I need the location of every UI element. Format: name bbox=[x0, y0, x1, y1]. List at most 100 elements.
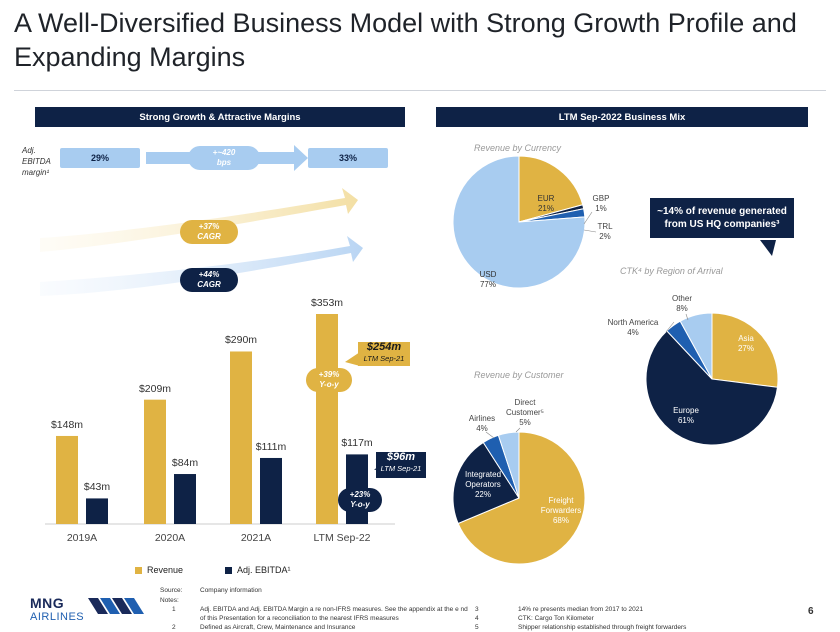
north-america-leader-line bbox=[665, 321, 675, 333]
gbp-label: GBP 1% bbox=[586, 194, 616, 214]
right-panel-header: LTM Sep-2022 Business Mix bbox=[436, 107, 808, 127]
freight-label-pct: 68% bbox=[552, 516, 569, 525]
revenue-value-label-0: $148m bbox=[50, 418, 84, 431]
north-america-label: North America 4% bbox=[598, 318, 668, 338]
integrated-label: Integrated Operators 22% bbox=[458, 470, 508, 500]
legend-ebitda-swatch bbox=[225, 566, 232, 574]
trl-leader-line bbox=[583, 229, 597, 233]
customer-slice-1 bbox=[452, 441, 520, 525]
logo-text: MNG AIRLINES bbox=[30, 596, 84, 624]
title-divider bbox=[14, 90, 826, 91]
currency-pie-chart bbox=[452, 155, 586, 289]
note-5-text: Shipper relationship established through… bbox=[518, 624, 687, 631]
other-leader-line bbox=[685, 313, 689, 321]
margin-label-line2: EBITDA bbox=[22, 157, 51, 166]
freight-label-name2: Forwarders bbox=[540, 506, 582, 515]
notes-label: Notes: bbox=[160, 597, 179, 604]
gbp-label-pct: 1% bbox=[595, 204, 607, 213]
page-title: A Well-Diversified Business Model with S… bbox=[14, 8, 797, 72]
integrated-label-name1: Integrated bbox=[464, 470, 502, 479]
ebitda-bar-2 bbox=[260, 457, 282, 524]
ebitda-yoy-line1: +23% bbox=[349, 490, 371, 499]
north-america-label-name: North America bbox=[607, 318, 659, 327]
customer-slice-3 bbox=[497, 431, 520, 499]
note-4-num: 4 bbox=[475, 615, 479, 622]
note-3-text: 14% re presents median from 2017 to 2021 bbox=[518, 606, 644, 613]
mng-logo-mark bbox=[88, 598, 144, 614]
margin-delta-line2: bps bbox=[216, 158, 232, 167]
revenue-bar-3 bbox=[316, 314, 338, 524]
asia-label-name: Asia bbox=[738, 334, 754, 343]
ebitda-bar-1 bbox=[174, 474, 196, 524]
ebitda-value-label-2: $111m bbox=[255, 440, 287, 453]
margin-start-pill: 29% bbox=[60, 148, 140, 168]
trl-label-name: TRL bbox=[597, 222, 613, 231]
airlines-label-pct: 4% bbox=[476, 424, 488, 433]
europe-label: Europe 61% bbox=[664, 406, 708, 426]
north-america-label-pct: 4% bbox=[627, 328, 639, 337]
asia-label-pct: 27% bbox=[737, 344, 754, 353]
trl-label: TRL 2% bbox=[590, 222, 620, 242]
ebitda-bar-0 bbox=[86, 498, 108, 524]
revenue-yoy-line1: +39% bbox=[318, 370, 340, 379]
margin-end-pill: 33% bbox=[308, 148, 388, 168]
ebitda-yoy-line2: Y-o-y bbox=[350, 500, 370, 509]
ebitda-ltm-value: $96m bbox=[386, 451, 416, 463]
usd-label: USD 77% bbox=[468, 270, 508, 290]
direct-leader-line bbox=[515, 427, 521, 433]
ebitda-value-label-0: $43m bbox=[83, 481, 111, 494]
revenue-yoy-badge: +39% Y-o-y bbox=[306, 368, 352, 392]
legend-ebitda: Adj. EBITDA¹ bbox=[225, 565, 291, 575]
usd-label-name: USD bbox=[479, 270, 497, 279]
logo-line1: MNG bbox=[30, 595, 65, 611]
note-2-num: 2 bbox=[172, 624, 176, 631]
other-label-name: Other bbox=[671, 294, 692, 303]
freight-label: Freight Forwarders 68% bbox=[534, 496, 588, 526]
x-tick-label-1: 2020A bbox=[154, 532, 186, 544]
left-panel-header: Strong Growth & Attractive Margins bbox=[35, 107, 405, 127]
customer-pie-title: Revenue by Customer bbox=[474, 370, 564, 380]
eur-label-pct: 21% bbox=[537, 204, 554, 213]
ebitda-cagr-line1: +44% bbox=[198, 270, 220, 279]
direct-label-name2: Customer⁵ bbox=[506, 408, 544, 417]
x-tick-label-0: 2019A bbox=[66, 532, 98, 544]
gbp-leader-line bbox=[583, 211, 593, 225]
legend-revenue: Revenue bbox=[135, 565, 183, 575]
margin-label-line1: Adj. bbox=[22, 146, 36, 155]
ebitda-ltm-label: LTM Sep-21 bbox=[380, 464, 422, 473]
source-label: Source: bbox=[160, 587, 183, 594]
currency-pie-title: Revenue by Currency bbox=[474, 143, 562, 153]
direct-label-name1: Direct bbox=[514, 398, 536, 407]
margin-label-line3: margin¹ bbox=[22, 168, 50, 177]
customer-pie-chart bbox=[452, 431, 586, 565]
ctk-slice-0 bbox=[711, 312, 779, 388]
source-text: Company information bbox=[200, 587, 262, 594]
europe-label-pct: 61% bbox=[677, 416, 694, 425]
revenue-ltm-value: $254m bbox=[366, 341, 402, 353]
revenue-ltm-callout: $254m LTM Sep-21 bbox=[358, 342, 410, 366]
direct-label: Direct Customer⁵ 5% bbox=[498, 398, 552, 428]
currency-slice-0 bbox=[518, 155, 584, 223]
eur-label-name: EUR bbox=[537, 194, 555, 203]
revenue-ltm-label: LTM Sep-21 bbox=[363, 354, 405, 363]
us-hq-callout-tail bbox=[760, 240, 776, 256]
integrated-label-pct: 22% bbox=[474, 490, 491, 499]
revenue-cagr-line1: +37% bbox=[198, 222, 220, 231]
note-1-line2: of this Presentation for a reconciliatio… bbox=[200, 615, 399, 622]
revenue-bar-0 bbox=[56, 435, 78, 524]
note-2-text: Defined as Aircraft, Crew, Maintenance a… bbox=[200, 624, 356, 631]
ctk-pie-title: CTK⁴ by Region of Arrival bbox=[620, 266, 723, 276]
legend-ebitda-label: Adj. EBITDA¹ bbox=[237, 565, 291, 575]
margin-delta-line1: +~420 bbox=[212, 148, 236, 157]
freight-label-name1: Freight bbox=[548, 496, 574, 505]
asia-label: Asia 27% bbox=[728, 334, 764, 354]
note-4-text: CTK: Cargo Ton Kilometer bbox=[518, 615, 594, 622]
airlines-label: Airlines 4% bbox=[462, 414, 502, 434]
revenue-value-label-3: $353m bbox=[310, 297, 344, 309]
ebitda-value-label-3: $117m bbox=[341, 437, 373, 450]
revenue-yoy-line2: Y-o-y bbox=[319, 380, 339, 389]
margin-label: Adj. EBITDA margin¹ bbox=[22, 145, 51, 178]
ebitda-cagr-line2: CAGR bbox=[197, 280, 221, 289]
note-1-num: 1 bbox=[172, 606, 176, 613]
ebitda-value-label-1: $84m bbox=[171, 457, 199, 470]
